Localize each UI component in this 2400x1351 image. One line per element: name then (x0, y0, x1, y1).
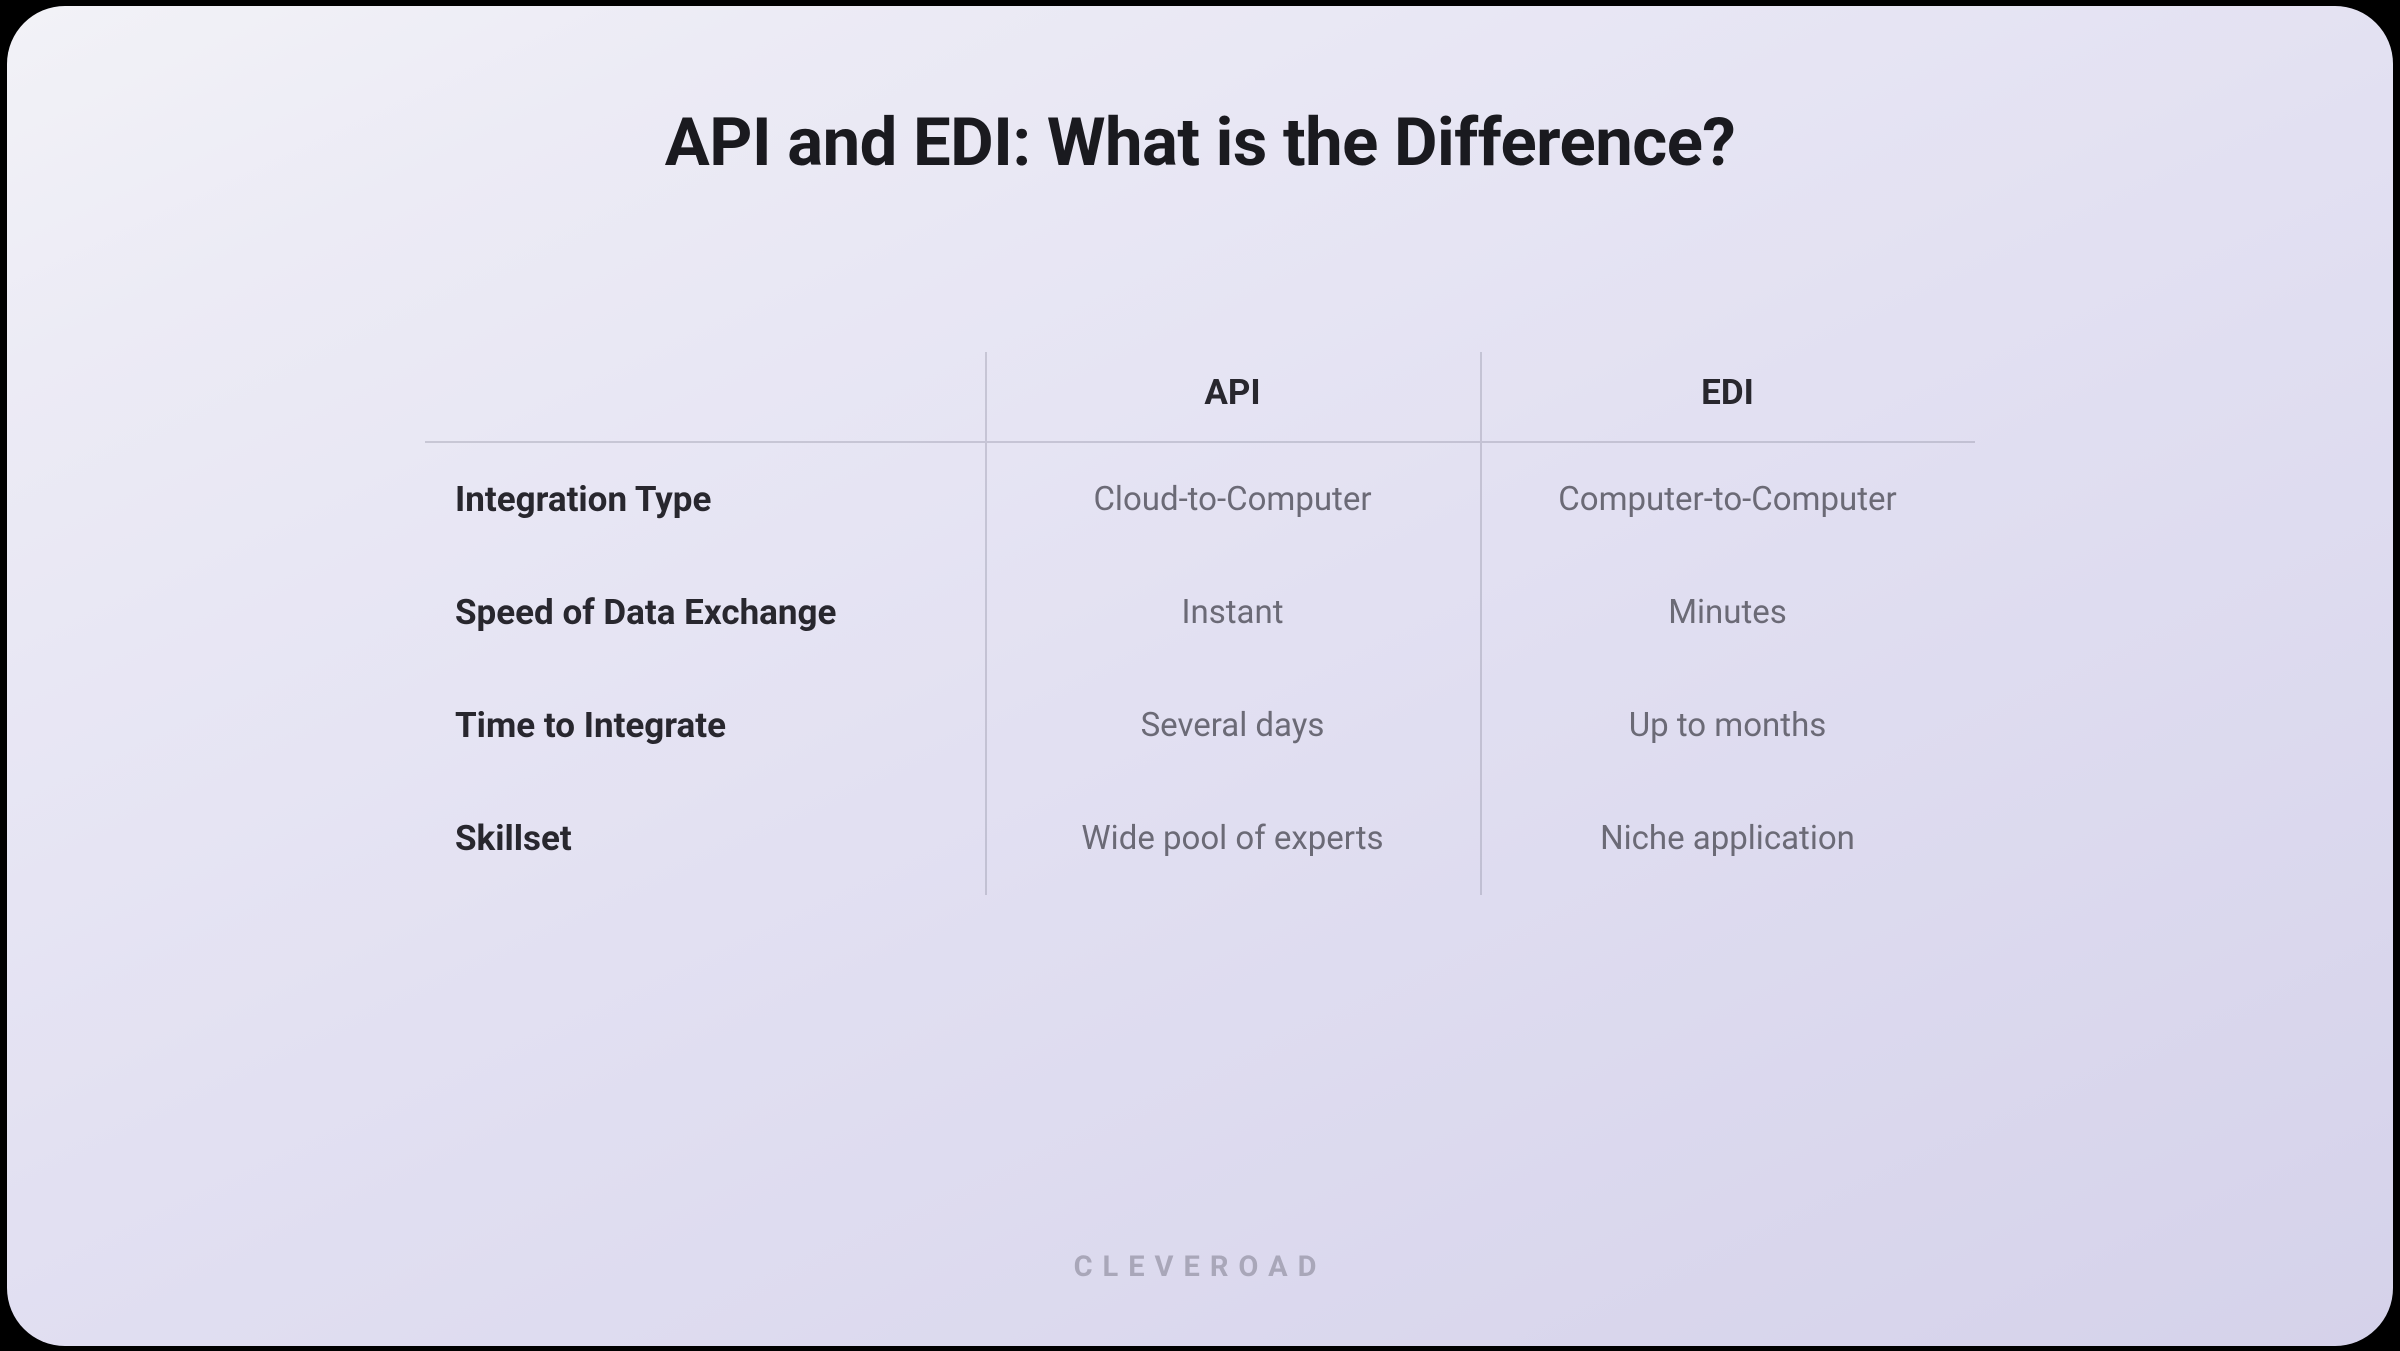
page-title: API and EDI: What is the Difference? (147, 104, 2253, 182)
table-cell: Computer-to-Computer (1480, 443, 1975, 556)
table-header-empty (425, 352, 985, 443)
table-header-edi: EDI (1480, 352, 1975, 443)
comparison-table: API EDI Integration Type Cloud-to-Comput… (425, 352, 1975, 895)
row-label: Integration Type (425, 443, 985, 556)
row-label: Time to Integrate (425, 669, 985, 782)
row-label: Speed of Data Exchange (425, 556, 985, 669)
table-cell: Niche application (1480, 782, 1975, 895)
infographic-card: API and EDI: What is the Difference? API… (7, 6, 2393, 1346)
brand-label: CLEVEROAD (7, 1250, 2393, 1284)
table-header-api: API (985, 352, 1480, 443)
row-label: Skillset (425, 782, 985, 895)
table-cell: Cloud-to-Computer (985, 443, 1480, 556)
table-cell: Wide pool of experts (985, 782, 1480, 895)
table-cell: Several days (985, 669, 1480, 782)
table-cell: Up to months (1480, 669, 1975, 782)
table-cell: Minutes (1480, 556, 1975, 669)
table-cell: Instant (985, 556, 1480, 669)
